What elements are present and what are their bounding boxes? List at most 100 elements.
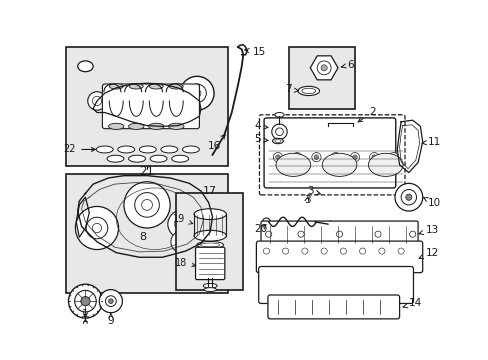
Circle shape (271, 124, 286, 139)
Text: 6: 6 (341, 60, 353, 70)
Ellipse shape (203, 288, 216, 292)
Circle shape (171, 231, 192, 253)
Ellipse shape (274, 139, 281, 143)
Circle shape (68, 284, 102, 318)
Circle shape (326, 221, 333, 229)
Circle shape (265, 231, 271, 237)
Text: 2: 2 (357, 108, 375, 122)
Ellipse shape (182, 146, 199, 153)
Ellipse shape (139, 146, 156, 153)
Circle shape (297, 231, 304, 237)
Ellipse shape (274, 112, 284, 117)
Circle shape (135, 193, 159, 217)
FancyBboxPatch shape (102, 84, 199, 129)
Bar (66, 174, 227, 293)
Circle shape (275, 128, 283, 136)
Circle shape (177, 237, 186, 247)
Ellipse shape (107, 155, 123, 162)
Circle shape (142, 199, 152, 210)
Circle shape (405, 194, 411, 200)
Circle shape (400, 189, 416, 205)
Circle shape (359, 248, 365, 254)
Bar (176, 193, 243, 289)
Circle shape (330, 153, 340, 162)
Text: 20: 20 (254, 224, 267, 234)
Circle shape (333, 155, 337, 159)
Circle shape (397, 248, 404, 254)
Text: 1: 1 (82, 314, 89, 324)
Ellipse shape (161, 146, 178, 153)
Ellipse shape (118, 146, 135, 153)
Polygon shape (310, 56, 337, 80)
Ellipse shape (168, 123, 183, 130)
Circle shape (294, 155, 299, 159)
Circle shape (292, 153, 301, 162)
Circle shape (105, 296, 116, 307)
Circle shape (92, 223, 102, 233)
Circle shape (99, 289, 122, 313)
Text: 10: 10 (422, 197, 440, 208)
Ellipse shape (196, 242, 223, 248)
Circle shape (75, 206, 118, 249)
Text: 15: 15 (244, 48, 266, 58)
Ellipse shape (297, 86, 319, 95)
Ellipse shape (128, 123, 143, 130)
Text: 14: 14 (402, 298, 421, 309)
Text: 3: 3 (306, 186, 320, 196)
Ellipse shape (129, 84, 143, 89)
Circle shape (273, 153, 282, 162)
Ellipse shape (150, 155, 167, 162)
Circle shape (317, 61, 330, 75)
Ellipse shape (322, 153, 356, 176)
FancyBboxPatch shape (267, 295, 399, 319)
Circle shape (180, 76, 214, 110)
Circle shape (340, 248, 346, 254)
Ellipse shape (128, 155, 145, 162)
Ellipse shape (272, 138, 283, 144)
Text: 9: 9 (107, 313, 114, 326)
Circle shape (86, 217, 107, 239)
Ellipse shape (200, 243, 220, 247)
Ellipse shape (171, 155, 188, 162)
Circle shape (301, 248, 307, 254)
Bar (66, 47, 227, 166)
Circle shape (81, 297, 90, 306)
Circle shape (313, 155, 318, 159)
Ellipse shape (169, 84, 183, 89)
Text: 16: 16 (208, 135, 225, 151)
Text: 4: 4 (254, 121, 267, 131)
Ellipse shape (109, 84, 123, 89)
Ellipse shape (108, 123, 123, 130)
Circle shape (369, 153, 378, 162)
Circle shape (378, 248, 384, 254)
Circle shape (75, 291, 96, 312)
Circle shape (394, 183, 422, 211)
Bar (289, 47, 354, 109)
Circle shape (167, 210, 195, 238)
Text: 12: 12 (418, 248, 438, 258)
Text: 11: 11 (421, 137, 441, 147)
Circle shape (174, 217, 188, 231)
Text: 5: 5 (254, 134, 267, 144)
FancyBboxPatch shape (256, 241, 422, 273)
Ellipse shape (78, 61, 93, 72)
Text: 1: 1 (82, 309, 89, 319)
FancyBboxPatch shape (264, 118, 395, 188)
Text: 13: 13 (418, 225, 438, 235)
Ellipse shape (203, 283, 217, 288)
Text: 17: 17 (203, 186, 217, 196)
FancyBboxPatch shape (259, 115, 404, 195)
Circle shape (374, 231, 380, 237)
Ellipse shape (275, 153, 310, 176)
Circle shape (388, 153, 397, 162)
FancyBboxPatch shape (195, 247, 224, 280)
Text: 19: 19 (173, 214, 192, 224)
Circle shape (87, 92, 106, 110)
Ellipse shape (367, 153, 402, 176)
Circle shape (193, 89, 201, 97)
Ellipse shape (149, 84, 163, 89)
Circle shape (275, 155, 280, 159)
Circle shape (282, 248, 288, 254)
FancyBboxPatch shape (258, 266, 413, 303)
Circle shape (321, 248, 326, 254)
